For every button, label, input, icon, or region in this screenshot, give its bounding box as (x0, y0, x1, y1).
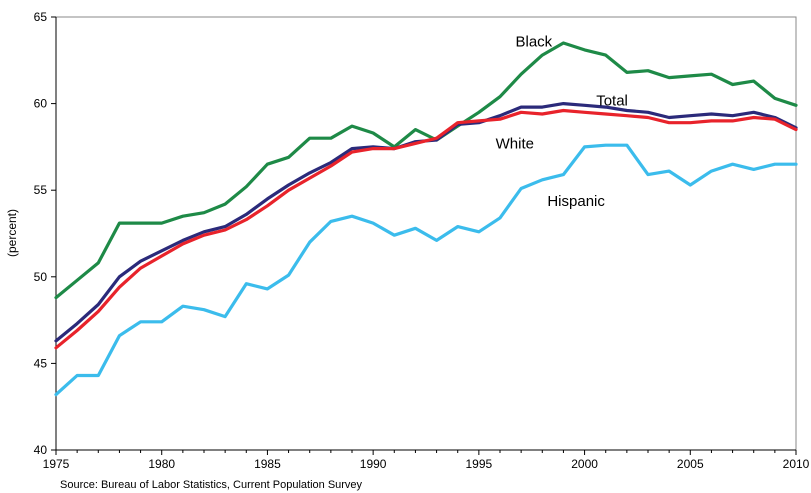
axes: 40 45 50 55 60 65 1975 1980 1985 1990 1995 2000 2005… (34, 10, 810, 471)
series-label-white: White (496, 136, 534, 153)
y-tick-label: 45 (34, 356, 48, 370)
series-label-total: Total (596, 92, 628, 109)
series-line-white (54, 108, 798, 350)
y-tick-label: 55 (34, 183, 48, 197)
y-tick-label: 50 (34, 270, 48, 284)
series-label-hispanic: Hispanic (547, 193, 605, 210)
y-tick-label: 40 (34, 443, 48, 457)
series-label-black: Black (515, 33, 552, 50)
x-tick-label: 1980 (148, 457, 175, 471)
x-tick-label: 1990 (360, 457, 387, 471)
source-note: Source: Bureau of Labor Statistics, Curr… (60, 479, 363, 491)
x-tick-label: 1995 (466, 457, 493, 471)
y-tick-label: 65 (34, 10, 48, 24)
series-line-hispanic (54, 143, 798, 397)
x-tick-label: 2010 (783, 457, 810, 471)
series-labels: Black Total White Hispanic (496, 33, 628, 209)
x-tick-label: 2000 (571, 457, 598, 471)
x-tick-label: 1985 (254, 457, 281, 471)
series-lines (54, 41, 798, 397)
x-tick-label: 2005 (677, 457, 704, 471)
series-line-black (54, 41, 798, 300)
x-tick-label: 1975 (43, 457, 70, 471)
y-tick-label: 60 (34, 97, 48, 111)
y-axis-label: (percent) (5, 209, 19, 257)
